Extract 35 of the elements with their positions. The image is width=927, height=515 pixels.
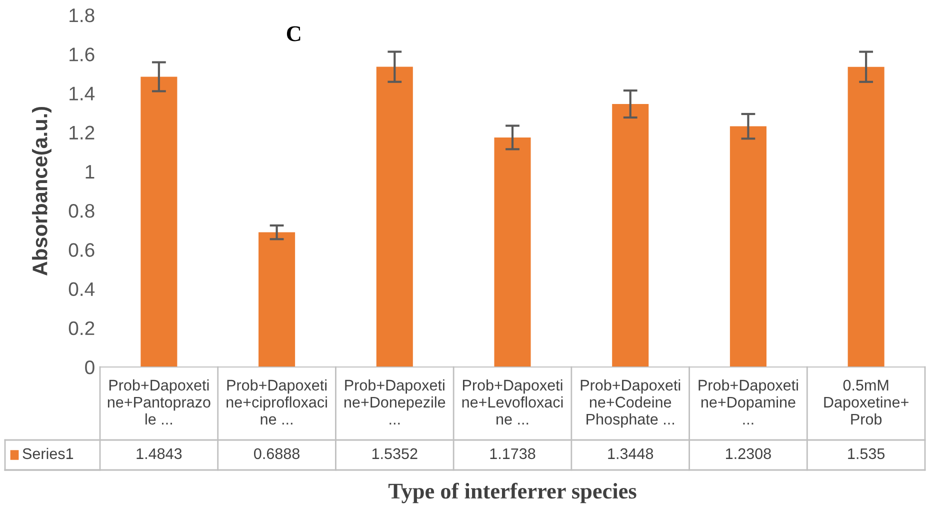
y-tick-label: 1.2 bbox=[70, 126, 94, 140]
y-tick-label: 0 bbox=[85, 360, 94, 374]
bar bbox=[494, 137, 531, 367]
x-tick-label: Prob+Dapoxetine+Donepezile ... bbox=[344, 379, 446, 424]
y-tick-label: 1.6 bbox=[70, 48, 94, 62]
y-tick-label: 1.4 bbox=[70, 86, 95, 100]
bar bbox=[140, 76, 178, 367]
data-label: 1.4843 bbox=[136, 448, 182, 460]
y-tick-label: 0.6 bbox=[68, 243, 94, 257]
y-tick-label: 0.8 bbox=[68, 204, 94, 218]
bar bbox=[612, 104, 649, 367]
x-tick-label: Prob+Dapoxetine+Levofloxacine ... bbox=[462, 379, 563, 425]
data-label: 1.535 bbox=[848, 448, 885, 460]
x-tick-label: Prob+Dapoxetine+Pantoprazole ... bbox=[108, 379, 210, 425]
x-tick-label: 0.5mM Dapoxetine+ Prob bbox=[824, 380, 908, 425]
y-tick-label: 0.4 bbox=[68, 282, 95, 296]
legend-label: Series1 bbox=[22, 448, 74, 460]
data-label: 0.6888 bbox=[254, 448, 300, 460]
bar bbox=[730, 126, 766, 367]
y-tick-label: 0.2 bbox=[68, 321, 94, 336]
chart-title: C bbox=[286, 26, 300, 42]
x-axis-title: Type of interferrer species bbox=[388, 482, 636, 504]
bar bbox=[258, 232, 296, 367]
bar bbox=[848, 66, 884, 367]
data-label: 1.2308 bbox=[726, 448, 771, 460]
x-tick-label: Prob+Dapoxetine+Codeine Phosphate ... bbox=[580, 379, 680, 428]
y-axis-title: Absorbance(a.u.) bbox=[32, 106, 52, 276]
y-tick-label: 1 bbox=[86, 165, 94, 178]
data-label: 1.5352 bbox=[372, 448, 418, 460]
bar bbox=[376, 66, 413, 367]
data-label: 1.3448 bbox=[608, 448, 654, 460]
y-tick-label: 1.8 bbox=[70, 8, 94, 22]
data-label: 1.1738 bbox=[490, 448, 536, 460]
x-tick-label: Prob+Dapoxetine+Dopamine ... bbox=[698, 379, 798, 424]
x-tick-label: Prob+Dapoxetine+ciprofloxacine ... bbox=[226, 379, 327, 425]
